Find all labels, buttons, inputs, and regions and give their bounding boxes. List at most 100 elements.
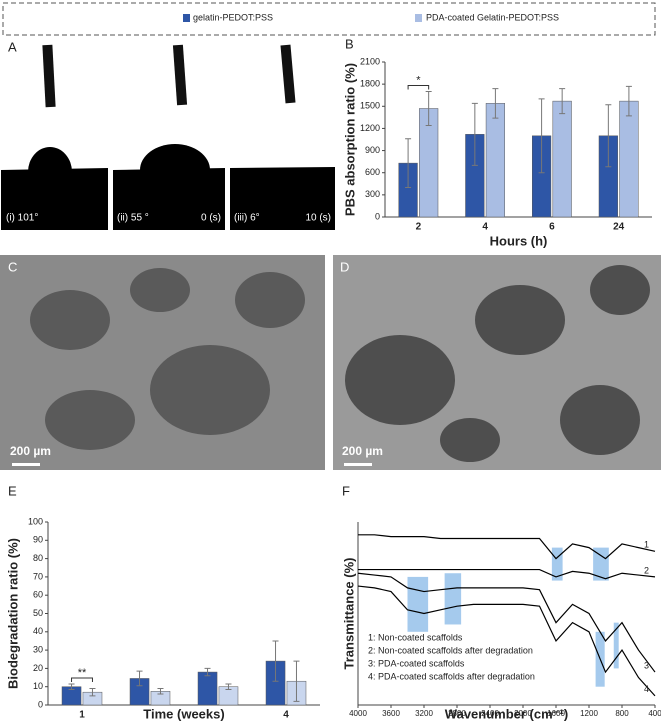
x-tick-label: 4 bbox=[482, 222, 488, 233]
time-label: 10 (s) bbox=[305, 213, 331, 224]
y-axis-title: Transmittance (%) bbox=[341, 558, 356, 670]
y-tick-label: 900 bbox=[365, 145, 380, 155]
error-bar bbox=[471, 102, 478, 166]
highlight-band bbox=[593, 547, 609, 581]
highlight-band bbox=[444, 573, 462, 625]
x-tick-label: 1200 bbox=[580, 709, 598, 718]
legend-label: gelatin-PEDOT:PSS bbox=[193, 12, 273, 22]
y-tick-label: 50 bbox=[33, 608, 43, 618]
legend-note: 1: Non-coated scaffolds bbox=[368, 632, 463, 642]
error-bar bbox=[605, 104, 612, 168]
y-tick-label: 0 bbox=[38, 699, 43, 709]
y-tick-label: 1200 bbox=[360, 123, 380, 133]
contact-angle: (ii) 55 ° bbox=[117, 213, 149, 224]
y-tick-label: 10 bbox=[33, 681, 43, 691]
series-label: 4 bbox=[644, 684, 649, 694]
scale-bar bbox=[344, 463, 372, 466]
y-tick-label: 90 bbox=[33, 535, 43, 545]
y-tick-label: 2100 bbox=[360, 56, 380, 66]
error-bar bbox=[68, 683, 75, 690]
y-tick-label: 600 bbox=[365, 167, 380, 177]
panel-label: E bbox=[8, 483, 17, 498]
error-bar bbox=[225, 683, 232, 690]
x-tick-label: 2000 bbox=[514, 709, 532, 718]
x-tick-label: 800 bbox=[615, 709, 629, 718]
error-bar bbox=[157, 688, 164, 695]
y-tick-label: 30 bbox=[33, 644, 43, 654]
y-tick-label: 0 bbox=[375, 211, 380, 221]
series-label: 3 bbox=[644, 660, 649, 670]
y-tick-label: 100 bbox=[28, 516, 43, 526]
significance-label: ** bbox=[78, 667, 87, 679]
x-tick-label: 3200 bbox=[415, 709, 433, 718]
panel-label: C bbox=[8, 259, 17, 274]
significance-bracket bbox=[71, 677, 93, 682]
x-tick-label: 3600 bbox=[382, 709, 400, 718]
legend-note: 4: PDA-coated scaffolds after degradatio… bbox=[368, 671, 535, 681]
y-axis-title: PBS absorption ratio (%) bbox=[342, 63, 357, 216]
y-tick-label: 40 bbox=[33, 626, 43, 636]
error-bar bbox=[136, 670, 143, 687]
error-bar bbox=[89, 688, 96, 697]
spectrum-line bbox=[358, 534, 656, 560]
legend-box bbox=[2, 2, 656, 36]
error-bar bbox=[425, 91, 432, 126]
legend-swatch bbox=[183, 14, 190, 22]
y-tick-label: 1800 bbox=[360, 79, 380, 89]
y-tick-label: 70 bbox=[33, 571, 43, 581]
spectrum-line bbox=[357, 572, 656, 673]
contact-angle: (i) 101° bbox=[6, 213, 38, 224]
contact-angle: (iii) 6° bbox=[234, 213, 260, 224]
series-label: 1 bbox=[644, 540, 649, 550]
x-tick-label: 2800 bbox=[448, 709, 466, 718]
legend-note: 2: Non-coated scaffolds after degradatio… bbox=[368, 645, 533, 655]
legend-swatch bbox=[415, 14, 422, 22]
panel-label: F bbox=[342, 483, 350, 498]
bar bbox=[197, 671, 218, 706]
error-bar bbox=[538, 98, 545, 174]
legend-note: 3: PDA-coated scaffolds bbox=[368, 658, 465, 668]
x-tick-label: 4000 bbox=[349, 709, 367, 718]
y-axis-title: Biodegradation ratio (%) bbox=[5, 538, 20, 689]
x-axis-title: Wavenumber (cm⁻¹) bbox=[445, 706, 568, 721]
highlight-band bbox=[407, 576, 429, 632]
error-bar bbox=[405, 138, 412, 188]
highlight-band bbox=[613, 622, 619, 669]
error-bar bbox=[293, 660, 300, 702]
x-tick-label: 4 bbox=[283, 710, 289, 721]
series-label: 2 bbox=[644, 565, 649, 575]
spectrum-line bbox=[358, 568, 656, 580]
panel-label: D bbox=[340, 259, 349, 274]
x-tick-label: 400 bbox=[648, 709, 661, 718]
bar bbox=[552, 100, 572, 218]
sem-pores-d bbox=[345, 265, 650, 462]
time-label: 0 (s) bbox=[201, 213, 221, 224]
bar bbox=[619, 100, 639, 218]
y-tick-label: 60 bbox=[33, 590, 43, 600]
scale-bar bbox=[12, 463, 40, 466]
significance-label: * bbox=[416, 74, 421, 86]
bar bbox=[485, 103, 505, 218]
panel-a-images bbox=[1, 40, 335, 230]
y-tick-label: 1500 bbox=[360, 101, 380, 111]
y-tick-label: 20 bbox=[33, 663, 43, 673]
significance-bracket bbox=[407, 85, 430, 90]
scale-bar-label: 200 µm bbox=[342, 444, 383, 458]
x-axis-title: Hours (h) bbox=[490, 233, 548, 248]
error-bar bbox=[204, 667, 211, 677]
x-tick-label: 6 bbox=[549, 222, 555, 233]
error-bar bbox=[559, 88, 566, 115]
x-tick-label: 1600 bbox=[547, 709, 565, 718]
y-tick-label: 300 bbox=[365, 189, 380, 199]
x-axis-title: Time (weeks) bbox=[143, 706, 224, 721]
y-tick-label: 80 bbox=[33, 553, 43, 563]
panel-label: A bbox=[8, 39, 17, 54]
x-tick-label: 1 bbox=[79, 710, 85, 721]
x-tick-label: 2400 bbox=[481, 709, 499, 718]
x-tick-label: 24 bbox=[613, 222, 625, 233]
x-tick-label: 2 bbox=[416, 222, 422, 233]
error-bar bbox=[492, 88, 499, 119]
panel-label: B bbox=[345, 36, 354, 51]
error-bar bbox=[272, 640, 279, 682]
